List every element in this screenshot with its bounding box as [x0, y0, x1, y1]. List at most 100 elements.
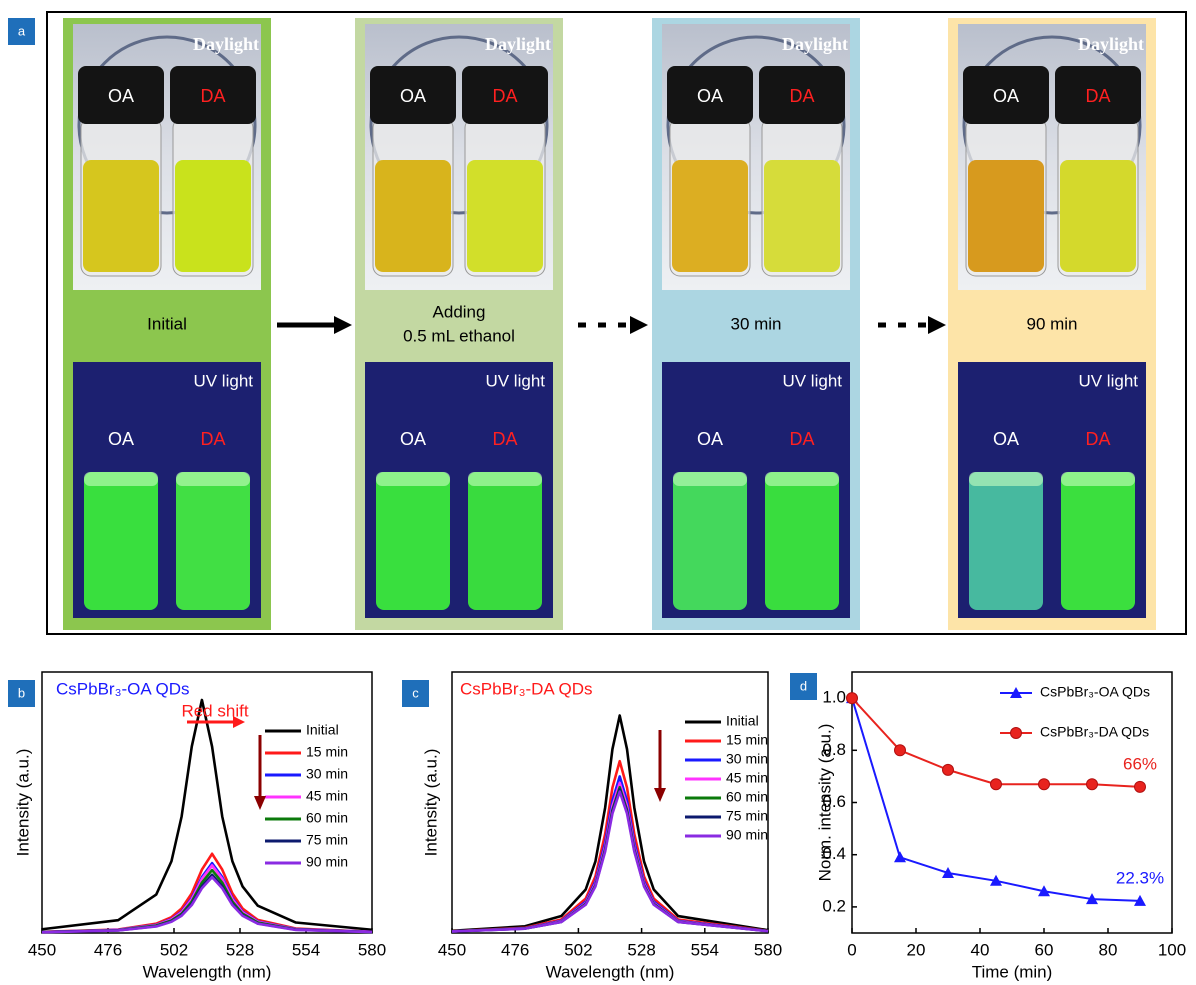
x-tick-label: 20 — [907, 940, 926, 959]
uv-vial-label: OA — [108, 429, 134, 449]
vial-label: OA — [400, 86, 426, 106]
legend-label: 60 min — [726, 789, 768, 805]
legend-label: CsPbBr₃-DA QDs — [1040, 724, 1149, 740]
uv-vial-label: OA — [993, 429, 1019, 449]
uv-vial-top — [673, 472, 747, 486]
chart-title: CsPbBr₃-DA QDs — [460, 679, 593, 698]
series-line — [451, 714, 769, 933]
legend-label: CsPbBr₃-OA QDs — [1040, 684, 1150, 700]
uv-vial-label: OA — [697, 429, 723, 449]
x-tick-label: 60 — [1035, 940, 1054, 959]
vial-liquid — [175, 160, 251, 272]
x-tick-label: 0 — [847, 940, 856, 959]
seal-emblem — [666, 35, 846, 215]
panel-label-box — [8, 680, 35, 707]
plot-frame — [851, 671, 1173, 934]
vial-label: OA — [993, 86, 1019, 106]
x-tick-label: 450 — [438, 940, 466, 959]
uv-vial — [84, 472, 158, 610]
legend-label: 60 min — [306, 810, 348, 826]
y-axis-label: Norm. intensity (a.u.) — [815, 724, 834, 882]
arrow-head — [630, 316, 648, 334]
vial-cap — [462, 66, 548, 124]
y-tick-label: 0.6 — [822, 792, 846, 811]
x-tick-label: 80 — [1099, 940, 1118, 959]
chart-title: CsPbBr₃-OA QDs — [56, 679, 190, 698]
seal-emblem — [77, 35, 257, 215]
panel-frame — [46, 11, 1187, 635]
uv-vial-label: OA — [400, 429, 426, 449]
vial-cap — [963, 66, 1049, 124]
vial-label: DA — [789, 86, 814, 106]
legend-label: 30 min — [306, 766, 348, 782]
legend-label: 45 min — [306, 788, 348, 804]
x-tick-label: 100 — [1158, 940, 1186, 959]
data-point — [1086, 893, 1098, 905]
x-tick-label: 528 — [627, 940, 655, 959]
legend-label: 30 min — [726, 751, 768, 767]
panel-label: c — [412, 685, 419, 700]
plot-frame — [41, 671, 373, 934]
vial-cap — [667, 66, 753, 124]
y-tick-label: 0.8 — [822, 740, 846, 759]
stage-caption: 0.5 mL ethanol — [403, 326, 515, 345]
uv-vial-label: DA — [1085, 429, 1110, 449]
trend-arrow-head — [654, 788, 666, 802]
legend-label: 90 min — [726, 827, 768, 843]
vial-liquid — [83, 160, 159, 272]
uv-vial-top — [765, 472, 839, 486]
vial-liquid — [467, 160, 543, 272]
uv-vial — [468, 472, 542, 610]
arrow-head — [928, 316, 946, 334]
y-tick-label: 1.0 — [822, 688, 846, 707]
uv-vial — [969, 472, 1043, 610]
daylight-label: Daylight — [193, 34, 259, 54]
legend-label: Initial — [726, 713, 759, 729]
x-tick-label: 528 — [226, 940, 254, 959]
panel-label: a — [18, 23, 26, 38]
vial-cap — [170, 66, 256, 124]
vial-label: DA — [1085, 86, 1110, 106]
uv-label: UV light — [193, 371, 253, 390]
panel-label-box — [790, 673, 817, 700]
legend-label: 15 min — [726, 732, 768, 748]
vial-liquid — [672, 160, 748, 272]
series-line — [41, 875, 373, 934]
stage-caption: 90 min — [1026, 314, 1077, 333]
uv-vial — [673, 472, 747, 610]
stage-arrows — [277, 316, 946, 334]
vial-liquid — [1060, 160, 1136, 272]
stage-caption: Initial — [147, 314, 187, 333]
data-point — [1086, 778, 1098, 791]
annotation-arrow-head — [233, 716, 245, 728]
uv-vial-top — [376, 472, 450, 486]
panel-label-box — [402, 680, 429, 707]
vial-cap — [78, 66, 164, 124]
data-point — [990, 778, 1002, 791]
series-line — [451, 790, 769, 933]
data-point — [1134, 894, 1146, 906]
y-tick-label: 0.2 — [822, 896, 846, 915]
uv-vial-label: DA — [200, 429, 225, 449]
y-axis-label: Intensity (a.u.) — [13, 749, 32, 857]
plot-frame — [451, 671, 769, 934]
legend-marker — [1010, 687, 1022, 698]
annotation: Red shift — [181, 701, 248, 720]
data-point — [942, 866, 954, 878]
legend-label: 45 min — [726, 770, 768, 786]
uv-vial-top — [468, 472, 542, 486]
uv-label: UV light — [485, 371, 545, 390]
x-tick-label: 502 — [564, 940, 592, 959]
trend-arrow-head — [254, 796, 266, 810]
uv-vial — [376, 472, 450, 610]
uv-label: UV light — [1078, 371, 1138, 390]
data-point — [1038, 885, 1050, 897]
stage-caption: 30 min — [730, 314, 781, 333]
series-line — [451, 759, 769, 933]
legend-label: 75 min — [726, 808, 768, 824]
x-tick-label: 450 — [28, 940, 56, 959]
data-point — [990, 874, 1002, 886]
panel-label: d — [800, 678, 807, 693]
